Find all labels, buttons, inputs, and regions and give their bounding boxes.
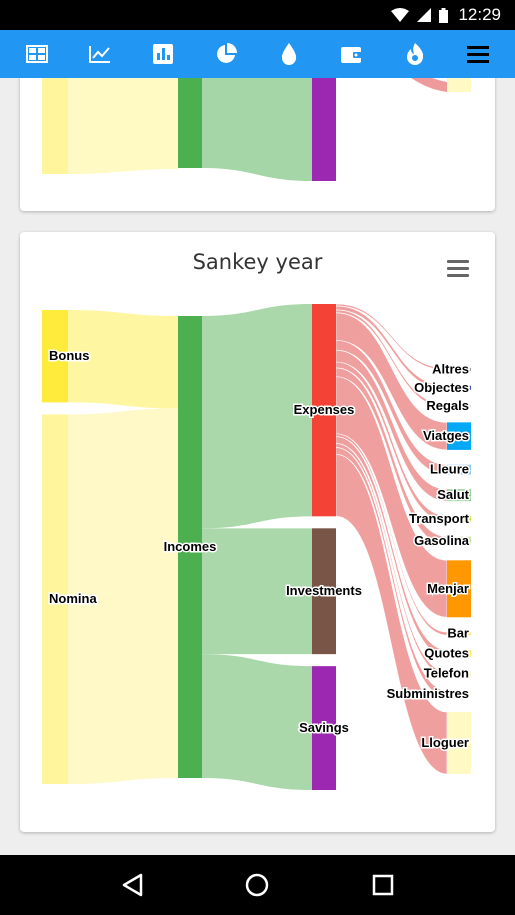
sankey-node-label: Subministres — [387, 686, 469, 701]
sankey-node[interactable] — [42, 310, 68, 403]
sankey-node-label: Viatges — [423, 428, 469, 443]
home-icon[interactable] — [245, 873, 269, 897]
sankey-node-label: Telefon — [424, 666, 469, 681]
sankey-node[interactable] — [447, 515, 471, 522]
sankey-link[interactable] — [335, 361, 448, 523]
sankey-link[interactable] — [68, 408, 178, 784]
status-bar: 12:29 — [0, 0, 515, 30]
sankey-node-label: Salut — [437, 487, 469, 502]
sankey-node[interactable] — [447, 404, 471, 408]
sankey-card: Sankey year Bonus Nomina Incomes Expenses In… — [20, 232, 495, 832]
sankey-node[interactable] — [447, 649, 471, 657]
sankey-node[interactable] — [42, 414, 68, 784]
sankey-node[interactable] — [312, 304, 336, 517]
sankey-node[interactable] — [447, 632, 471, 636]
sankey-link[interactable] — [335, 447, 448, 698]
sankey-link[interactable] — [335, 349, 448, 502]
drop-icon[interactable] — [269, 34, 309, 74]
flame-icon[interactable] — [395, 34, 435, 74]
sankey-node-label: Bonus — [49, 348, 89, 363]
sankey-card-previous — [20, 78, 495, 211]
hamburger-icon[interactable] — [447, 260, 469, 278]
sankey-node-label: Lleure — [430, 462, 469, 477]
sankey-node-label: Regals — [426, 398, 469, 413]
sankey-node-label: Expenses — [294, 402, 355, 417]
sankey-node[interactable] — [312, 666, 336, 790]
sankey-link[interactable] — [202, 654, 312, 790]
content-area[interactable]: Sankey year Bonus Nomina Incomes Expenses In… — [0, 78, 515, 855]
sankey-node-label: Quotes — [424, 645, 469, 660]
status-time: 12:29 — [458, 5, 501, 24]
sankey-node[interactable] — [447, 422, 471, 450]
sankey-node[interactable] — [447, 385, 471, 390]
sankey-node[interactable] — [447, 560, 471, 618]
sankey-node-label: Investments — [286, 583, 362, 598]
bar-chart-icon[interactable] — [143, 34, 183, 74]
trend-icon[interactable] — [80, 34, 120, 74]
sankey-node[interactable] — [447, 464, 471, 475]
sankey-node[interactable] — [447, 712, 471, 774]
sankey-node-label: Nomina — [49, 591, 97, 606]
sankey-previous-fragment — [42, 78, 471, 181]
sankey-link[interactable] — [335, 312, 448, 451]
sankey-node[interactable] — [447, 368, 471, 371]
sankey-node-label: Objectes — [414, 380, 469, 395]
wifi-icon — [391, 8, 410, 22]
sankey-node-label: Gasolina — [414, 533, 470, 548]
sankey-link[interactable] — [68, 310, 178, 409]
sankey-link[interactable] — [202, 304, 312, 529]
sankey-chart: Bonus Nomina Incomes Expenses Investments Sav… — [42, 303, 471, 790]
signal-icon — [417, 8, 432, 22]
sankey-node-label: Lloguer — [421, 735, 469, 750]
dashboard-icon[interactable] — [17, 34, 57, 74]
chart-title: Sankey year — [192, 250, 323, 274]
sankey-link[interactable] — [335, 443, 448, 676]
back-icon[interactable] — [121, 873, 143, 897]
sankey-link[interactable] — [202, 528, 312, 655]
sankey-node[interactable] — [447, 671, 471, 676]
sankey-link[interactable] — [335, 376, 448, 618]
toolbar — [0, 30, 515, 78]
pie-chart-icon[interactable] — [206, 34, 246, 74]
sankey-node[interactable] — [447, 690, 471, 698]
recents-icon[interactable] — [372, 874, 394, 896]
sankey-node[interactable] — [178, 316, 202, 778]
sankey-node-label: Menjar — [427, 581, 469, 596]
sankey-node-label: Savings — [299, 720, 349, 735]
wallet-icon[interactable] — [332, 34, 372, 74]
menu-icon[interactable] — [458, 34, 498, 74]
sankey-node-label: Transport — [409, 511, 470, 526]
sankey-node[interactable] — [447, 489, 471, 502]
sankey-node[interactable] — [447, 536, 471, 546]
sankey-node-label: Bar — [447, 626, 469, 641]
sankey-link[interactable] — [335, 305, 448, 391]
battery-icon — [439, 7, 449, 23]
sankey-node[interactable] — [312, 528, 336, 655]
sankey-node-label: Altres — [432, 362, 469, 377]
nav-bar — [0, 855, 515, 915]
sankey-node-label: Incomes — [164, 539, 217, 554]
